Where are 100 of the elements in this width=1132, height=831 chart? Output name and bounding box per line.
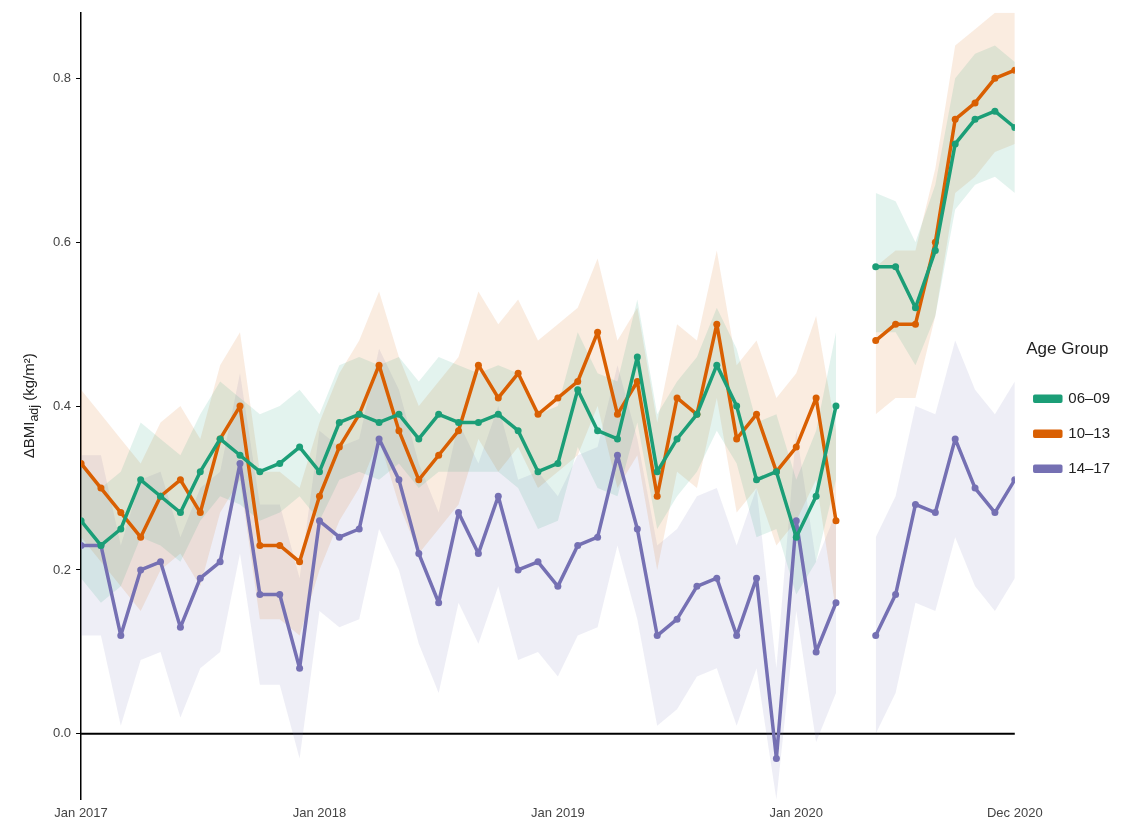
point <box>832 599 840 607</box>
point <box>415 476 423 484</box>
point <box>911 500 919 508</box>
point <box>753 476 761 484</box>
point <box>792 443 800 451</box>
point <box>991 74 999 82</box>
point <box>892 263 900 271</box>
point <box>713 361 721 369</box>
point <box>474 418 482 426</box>
y-tick-label: 0.6 <box>52 233 72 249</box>
legend-label: 10–13 <box>1068 423 1111 441</box>
point <box>137 533 145 541</box>
point <box>792 533 800 541</box>
point <box>574 386 582 394</box>
point <box>494 492 502 500</box>
point <box>991 107 999 115</box>
point <box>872 337 880 345</box>
point <box>117 509 125 517</box>
point <box>256 541 264 549</box>
point <box>892 320 900 328</box>
point <box>792 517 800 525</box>
x-tick-label: Jan 2019 <box>531 804 585 820</box>
point <box>474 361 482 369</box>
point <box>315 517 323 525</box>
y-tick-label: 0.2 <box>52 561 72 577</box>
point <box>931 509 939 517</box>
point <box>494 410 502 418</box>
point <box>176 509 184 517</box>
point <box>772 754 780 762</box>
point <box>872 263 880 271</box>
point <box>971 99 979 107</box>
point <box>296 664 304 672</box>
point <box>276 459 284 467</box>
point <box>633 353 641 361</box>
point <box>693 582 701 590</box>
point <box>514 369 522 377</box>
point <box>733 435 741 443</box>
point <box>435 599 443 607</box>
point <box>991 509 999 517</box>
point <box>673 615 681 623</box>
y-tick-label: 0.0 <box>52 725 72 741</box>
point <box>276 541 284 549</box>
point <box>137 476 145 484</box>
point <box>653 468 661 476</box>
x-tick-label: Jan 2018 <box>292 804 347 820</box>
point <box>137 566 145 574</box>
legend-label: 14–17 <box>1068 458 1111 476</box>
point <box>613 410 621 418</box>
point <box>395 476 403 484</box>
point <box>216 558 224 566</box>
point <box>355 525 363 533</box>
point <box>733 632 741 640</box>
point <box>534 410 542 418</box>
point <box>395 427 403 435</box>
point <box>713 574 721 582</box>
point <box>335 418 343 426</box>
point <box>236 451 244 459</box>
point <box>931 246 939 254</box>
point <box>315 468 323 476</box>
legend-title: Age Group <box>1026 338 1109 358</box>
point <box>653 492 661 500</box>
point <box>951 435 959 443</box>
point <box>335 443 343 451</box>
point <box>97 484 105 492</box>
point <box>455 418 463 426</box>
point <box>176 476 184 484</box>
point <box>892 591 900 599</box>
point <box>534 468 542 476</box>
point <box>971 115 979 123</box>
point <box>455 427 463 435</box>
point <box>435 410 443 418</box>
point <box>613 435 621 443</box>
point <box>236 402 244 410</box>
point <box>534 558 542 566</box>
point <box>733 402 741 410</box>
point <box>196 509 204 517</box>
point <box>415 435 423 443</box>
x-tick-label: Jan 2020 <box>769 804 824 820</box>
point <box>594 427 602 435</box>
point <box>832 402 840 410</box>
point <box>812 394 820 402</box>
point <box>594 533 602 541</box>
point <box>753 410 761 418</box>
y-tick-label: 0.8 <box>52 69 72 85</box>
point <box>554 459 562 467</box>
point <box>613 451 621 459</box>
x-tick-label: Jan 2017 <box>54 804 108 820</box>
point <box>256 468 264 476</box>
point <box>375 418 383 426</box>
point <box>633 525 641 533</box>
point <box>296 558 304 566</box>
point <box>594 328 602 336</box>
point <box>335 533 343 541</box>
point <box>673 435 681 443</box>
point <box>554 394 562 402</box>
point <box>315 492 323 500</box>
point <box>812 492 820 500</box>
point <box>971 484 979 492</box>
point <box>574 378 582 386</box>
point <box>872 632 880 640</box>
